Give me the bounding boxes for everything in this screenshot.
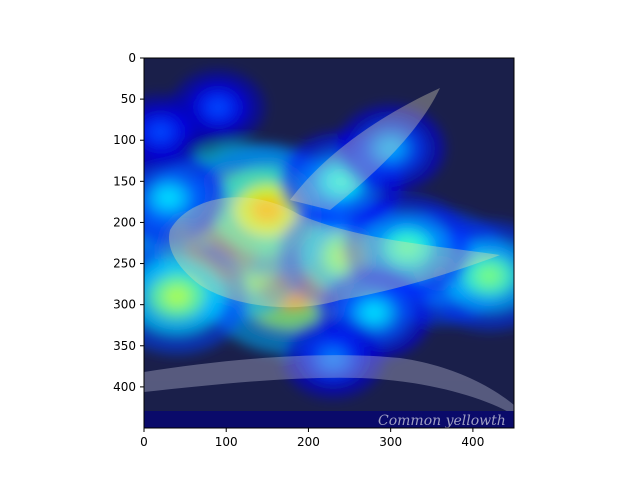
x-tick-label: 100 xyxy=(215,435,238,449)
heat-blob xyxy=(329,171,354,191)
bird-body xyxy=(169,197,500,308)
branch xyxy=(144,355,514,415)
heatmap-layer xyxy=(144,69,514,399)
x-axis: 0 100 200 300 400 xyxy=(140,428,484,449)
y-tick-label: 150 xyxy=(113,174,136,188)
bird-wing xyxy=(290,88,440,210)
y-axis: 0 50 100 150 200 250 300 350 400 xyxy=(113,51,144,394)
heat-blob xyxy=(157,188,180,207)
heat-blob xyxy=(323,350,343,366)
y-tick-label: 100 xyxy=(113,133,136,147)
plot-frame xyxy=(143,57,515,429)
x-tick-label: 0 xyxy=(140,435,148,449)
y-tick-label: 200 xyxy=(113,215,136,229)
y-tick-label: 350 xyxy=(113,339,136,353)
y-tick-label: 400 xyxy=(113,380,136,394)
heat-blob xyxy=(394,237,420,258)
heat-blob xyxy=(476,265,503,287)
plot-area: Common yellowth xyxy=(144,58,514,429)
y-tick-label: 50 xyxy=(121,92,136,106)
heat-blob xyxy=(151,124,170,140)
image-bottom-band xyxy=(144,411,514,428)
image-watermark-text: Common yellowth xyxy=(378,413,506,429)
heat-blob xyxy=(162,285,191,308)
bird-silhouette xyxy=(144,88,514,415)
y-tick-label: 300 xyxy=(113,298,136,312)
heat-blob xyxy=(380,140,402,157)
heat-blob xyxy=(208,100,228,115)
y-tick-label: 250 xyxy=(113,257,136,271)
heat-blob xyxy=(363,303,386,322)
x-tick-label: 200 xyxy=(297,435,320,449)
heat-blob xyxy=(251,197,284,223)
x-tick-label: 400 xyxy=(461,435,484,449)
x-tick-label: 300 xyxy=(379,435,402,449)
y-tick-label: 0 xyxy=(128,51,136,65)
